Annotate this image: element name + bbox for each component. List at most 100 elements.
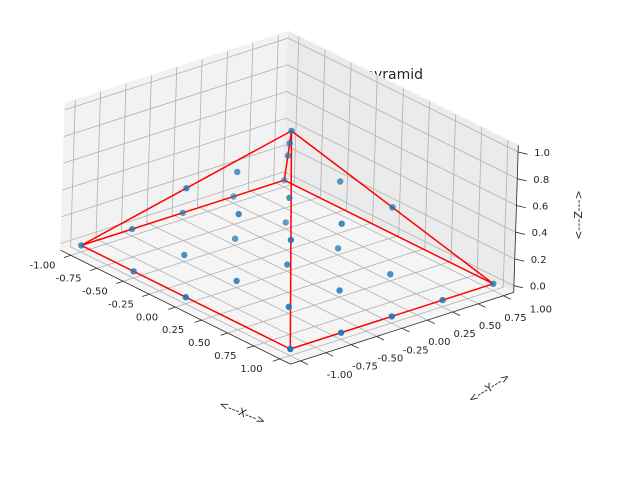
grid-line-y	[70, 99, 301, 362]
y-tick-label: 0.75	[504, 313, 526, 324]
y-tick-mark	[427, 319, 435, 325]
y-tick-label: -1.00	[327, 370, 353, 381]
z-tick-label: 0.8	[533, 175, 549, 186]
grid-line-z	[60, 171, 515, 287]
x-tick-mark	[63, 254, 72, 258]
data-point	[181, 251, 188, 259]
z-tick-mark	[513, 285, 524, 289]
data-point	[130, 268, 137, 275]
z-tick-label: 0.6	[532, 202, 548, 213]
grid-line-y	[273, 34, 504, 297]
data-point	[282, 219, 289, 226]
data-point	[285, 303, 292, 310]
z-axis-line	[513, 145, 519, 293]
grid-line-x	[201, 101, 430, 321]
data-point	[182, 294, 189, 301]
x-tick-label: 0.50	[188, 338, 210, 349]
grid-line-x	[96, 49, 326, 269]
grid-line-x	[175, 88, 404, 308]
y-tick-label: -0.50	[377, 354, 403, 365]
data-point	[235, 210, 242, 218]
grid-line-z	[61, 144, 515, 260]
x-tick-label: 0.75	[214, 351, 236, 362]
x-tick-mark	[246, 345, 254, 349]
grid-line-z	[62, 117, 516, 233]
data-point	[179, 209, 186, 216]
data-point	[334, 245, 342, 252]
y-tick-label: -0.75	[352, 362, 378, 373]
x-tick-mark	[272, 358, 281, 362]
y-tick-mark	[401, 327, 410, 333]
data-point	[128, 225, 136, 233]
z-tick-label: 0.4	[532, 228, 548, 239]
x-axis-label: <---X--->	[217, 398, 267, 428]
grid-line-z	[63, 64, 518, 180]
grid-line-x	[123, 62, 352, 282]
x-tick-mark	[115, 280, 124, 284]
y-axis-label: <---Y--->	[466, 370, 512, 406]
data-point	[234, 168, 241, 176]
grid-line-x	[227, 114, 456, 334]
tick-labels: -1.00-0.75-0.50-0.250.000.250.500.751.00…	[30, 148, 552, 381]
x-tick-mark	[142, 293, 150, 297]
grid-line-x	[279, 140, 509, 360]
y-tick-mark	[325, 352, 334, 357]
z-tick-mark	[514, 258, 525, 262]
y-tick-label: 0.25	[454, 329, 476, 340]
z-tick-label: 1.0	[534, 148, 550, 159]
data-point	[389, 204, 396, 211]
data-point	[338, 220, 345, 227]
grid-line-z	[64, 37, 519, 153]
grid-line-y	[222, 50, 453, 313]
x-tick-mark	[89, 267, 98, 271]
grid-line-y	[95, 91, 327, 354]
y-tick-mark	[503, 295, 512, 300]
data-point	[233, 277, 240, 285]
data-point	[439, 296, 446, 304]
data-point	[387, 271, 394, 278]
x-axis-line	[60, 249, 291, 365]
data-point	[388, 313, 395, 320]
data-point	[230, 193, 237, 200]
data-point	[337, 178, 344, 185]
grid-line-y	[120, 83, 352, 345]
z-tick-mark	[515, 231, 525, 235]
data-point	[286, 140, 293, 147]
data-point	[286, 194, 293, 201]
data-point	[287, 345, 294, 353]
x-tick-mark	[168, 306, 176, 310]
data-point	[284, 152, 292, 159]
x-tick-mark	[220, 332, 228, 336]
x-tick-label: -0.25	[108, 299, 134, 310]
y-tick-mark	[376, 336, 385, 341]
y-tick-label: 0.00	[428, 337, 450, 348]
x-tick-label: -0.50	[82, 286, 108, 297]
data-point	[337, 329, 345, 336]
grid-line-z	[63, 91, 517, 206]
data-points	[78, 127, 497, 353]
data-point	[231, 235, 239, 242]
data-point	[281, 177, 288, 184]
y-tick-label: 0.50	[479, 321, 501, 332]
x-tick-label: 1.00	[240, 364, 262, 375]
grid-line-x	[70, 36, 300, 256]
z-tick-mark	[517, 178, 527, 182]
y-tick-label: 1.00	[530, 305, 552, 316]
z-tick-mark	[516, 205, 526, 208]
pyramid-edge	[283, 179, 494, 285]
y-tick-label: -0.25	[403, 345, 429, 356]
data-point	[78, 242, 85, 249]
x-tick-label: 0.00	[136, 312, 158, 323]
x-tick-label: 0.25	[162, 325, 184, 336]
y-tick-mark	[300, 360, 309, 365]
data-point	[287, 236, 295, 244]
data-point	[183, 185, 190, 192]
data-point	[336, 287, 343, 294]
data-point	[288, 127, 295, 135]
y-tick-mark	[351, 344, 359, 349]
z-tick-label: 0.0	[530, 282, 546, 293]
z-tick-mark	[518, 151, 528, 155]
x-tick-label: -1.00	[30, 261, 56, 272]
z-tick-label: 0.2	[531, 255, 547, 266]
